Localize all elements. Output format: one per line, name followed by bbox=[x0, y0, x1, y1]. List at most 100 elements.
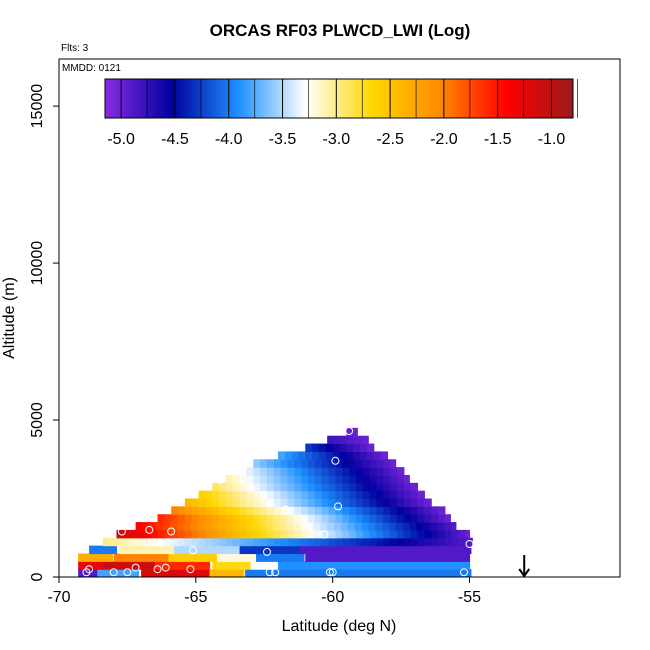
heatmap-cell bbox=[342, 474, 350, 484]
heatmap-cell bbox=[123, 529, 131, 539]
heatmap-cell bbox=[245, 569, 253, 577]
heatmap-cell bbox=[387, 553, 395, 562]
heatmap-cell bbox=[314, 482, 323, 492]
heatmap-cell bbox=[246, 498, 254, 507]
x-axis-label: Latitude (deg N) bbox=[282, 618, 397, 635]
heatmap-cell bbox=[362, 474, 371, 484]
heatmap-cell bbox=[361, 569, 369, 577]
flight-point bbox=[153, 565, 162, 574]
heatmap-cell bbox=[328, 506, 336, 515]
heatmap-cell bbox=[395, 522, 404, 531]
heatmap-cell bbox=[401, 553, 409, 562]
heatmap-cell bbox=[78, 561, 86, 570]
heatmap-cell bbox=[216, 569, 224, 577]
heatmap-cell bbox=[332, 561, 341, 570]
heatmap-cell bbox=[301, 490, 309, 500]
heatmap-cell bbox=[246, 514, 254, 523]
heatmap-cell bbox=[308, 529, 316, 539]
heatmap-cell bbox=[301, 498, 309, 507]
heatmap-cell bbox=[312, 553, 320, 562]
colorbar-bar bbox=[104, 78, 574, 119]
heatmap-cell bbox=[335, 529, 343, 539]
heatmap-cell bbox=[301, 474, 309, 484]
heatmap-cell bbox=[235, 545, 241, 555]
heatmap-cell bbox=[342, 459, 350, 468]
heatmap-cell bbox=[245, 553, 253, 562]
heatmap-cell bbox=[366, 443, 375, 453]
heatmap-cell bbox=[212, 529, 220, 539]
heatmap-cell bbox=[355, 482, 364, 492]
heatmap-cell bbox=[208, 545, 216, 555]
heatmap-cell bbox=[264, 561, 272, 570]
heatmap-cell bbox=[332, 553, 341, 562]
direction-arrow bbox=[518, 555, 531, 578]
heatmap-cell bbox=[308, 498, 316, 507]
heatmap-cell bbox=[136, 529, 145, 539]
heatmap-cell bbox=[262, 553, 271, 562]
heatmap-cell bbox=[373, 451, 382, 460]
heatmap-cell bbox=[321, 498, 330, 507]
heatmap-cell bbox=[290, 553, 298, 562]
heatmap-cell bbox=[376, 537, 384, 547]
heatmap-cell bbox=[266, 467, 275, 476]
heatmap-cell bbox=[353, 561, 361, 570]
heatmap-cell bbox=[335, 514, 343, 523]
heatmap-cell bbox=[314, 490, 323, 500]
heatmap-cell bbox=[318, 451, 327, 460]
heatmap-cell bbox=[381, 545, 390, 555]
heatmap-cell bbox=[116, 537, 124, 547]
heatmap-cell bbox=[325, 561, 334, 570]
heatmap-cell bbox=[410, 482, 419, 492]
heatmap-cell bbox=[231, 553, 239, 562]
heatmap-cell bbox=[173, 545, 182, 555]
flight-point bbox=[345, 427, 354, 435]
heatmap-cell bbox=[212, 537, 220, 547]
heatmap-cell bbox=[383, 474, 391, 484]
heatmap-cell bbox=[355, 514, 364, 523]
heatmap-cell bbox=[260, 498, 268, 507]
heatmap-cell bbox=[260, 467, 268, 476]
heatmap-cell bbox=[280, 537, 289, 547]
heatmap-cell bbox=[225, 498, 234, 507]
heatmap-cell bbox=[191, 498, 200, 507]
heatmap-cell bbox=[171, 529, 179, 539]
heatmap-cell bbox=[436, 522, 445, 531]
flight-point bbox=[265, 568, 274, 577]
heatmap-cell bbox=[191, 537, 200, 547]
heatmap-cell bbox=[373, 561, 382, 570]
heatmap-cell bbox=[164, 514, 172, 523]
heatmap-cell bbox=[342, 506, 350, 515]
heatmap-cell bbox=[260, 482, 268, 492]
heatmap-cell bbox=[421, 553, 430, 562]
heatmap-cell bbox=[182, 561, 190, 570]
heatmap-cell bbox=[369, 467, 378, 476]
flight-point bbox=[167, 527, 176, 536]
heatmap-cell bbox=[273, 537, 282, 547]
heatmap-cell bbox=[349, 490, 357, 500]
colorbar-tick-label: -4.0 bbox=[215, 131, 243, 148]
heatmap-cell bbox=[335, 482, 343, 492]
heatmap-cell bbox=[184, 529, 193, 539]
heatmap-cell bbox=[202, 561, 211, 570]
heatmap-cell bbox=[305, 443, 313, 453]
heatmap-cell bbox=[239, 561, 248, 570]
heatmap-cell bbox=[401, 561, 409, 570]
flight-point bbox=[282, 505, 291, 514]
heatmap-cell bbox=[328, 537, 336, 547]
heatmap-cell bbox=[438, 537, 446, 547]
heatmap-cell bbox=[258, 569, 267, 577]
heatmap-cell bbox=[171, 537, 179, 547]
heatmap-cell bbox=[443, 522, 451, 531]
heatmap-cell bbox=[438, 514, 446, 523]
heatmap-cell bbox=[175, 553, 183, 562]
heatmap-cell bbox=[212, 490, 220, 500]
heatmap-cell bbox=[305, 553, 313, 562]
heatmap-cell bbox=[390, 506, 398, 515]
heatmap-cell bbox=[238, 553, 246, 562]
heatmap-cell bbox=[458, 537, 466, 547]
heatmap-cell bbox=[355, 467, 364, 476]
heatmap-cell bbox=[251, 569, 260, 577]
heatmap-cell bbox=[308, 482, 316, 492]
heatmap-cell bbox=[156, 522, 164, 531]
heatmap-cell bbox=[383, 537, 391, 547]
